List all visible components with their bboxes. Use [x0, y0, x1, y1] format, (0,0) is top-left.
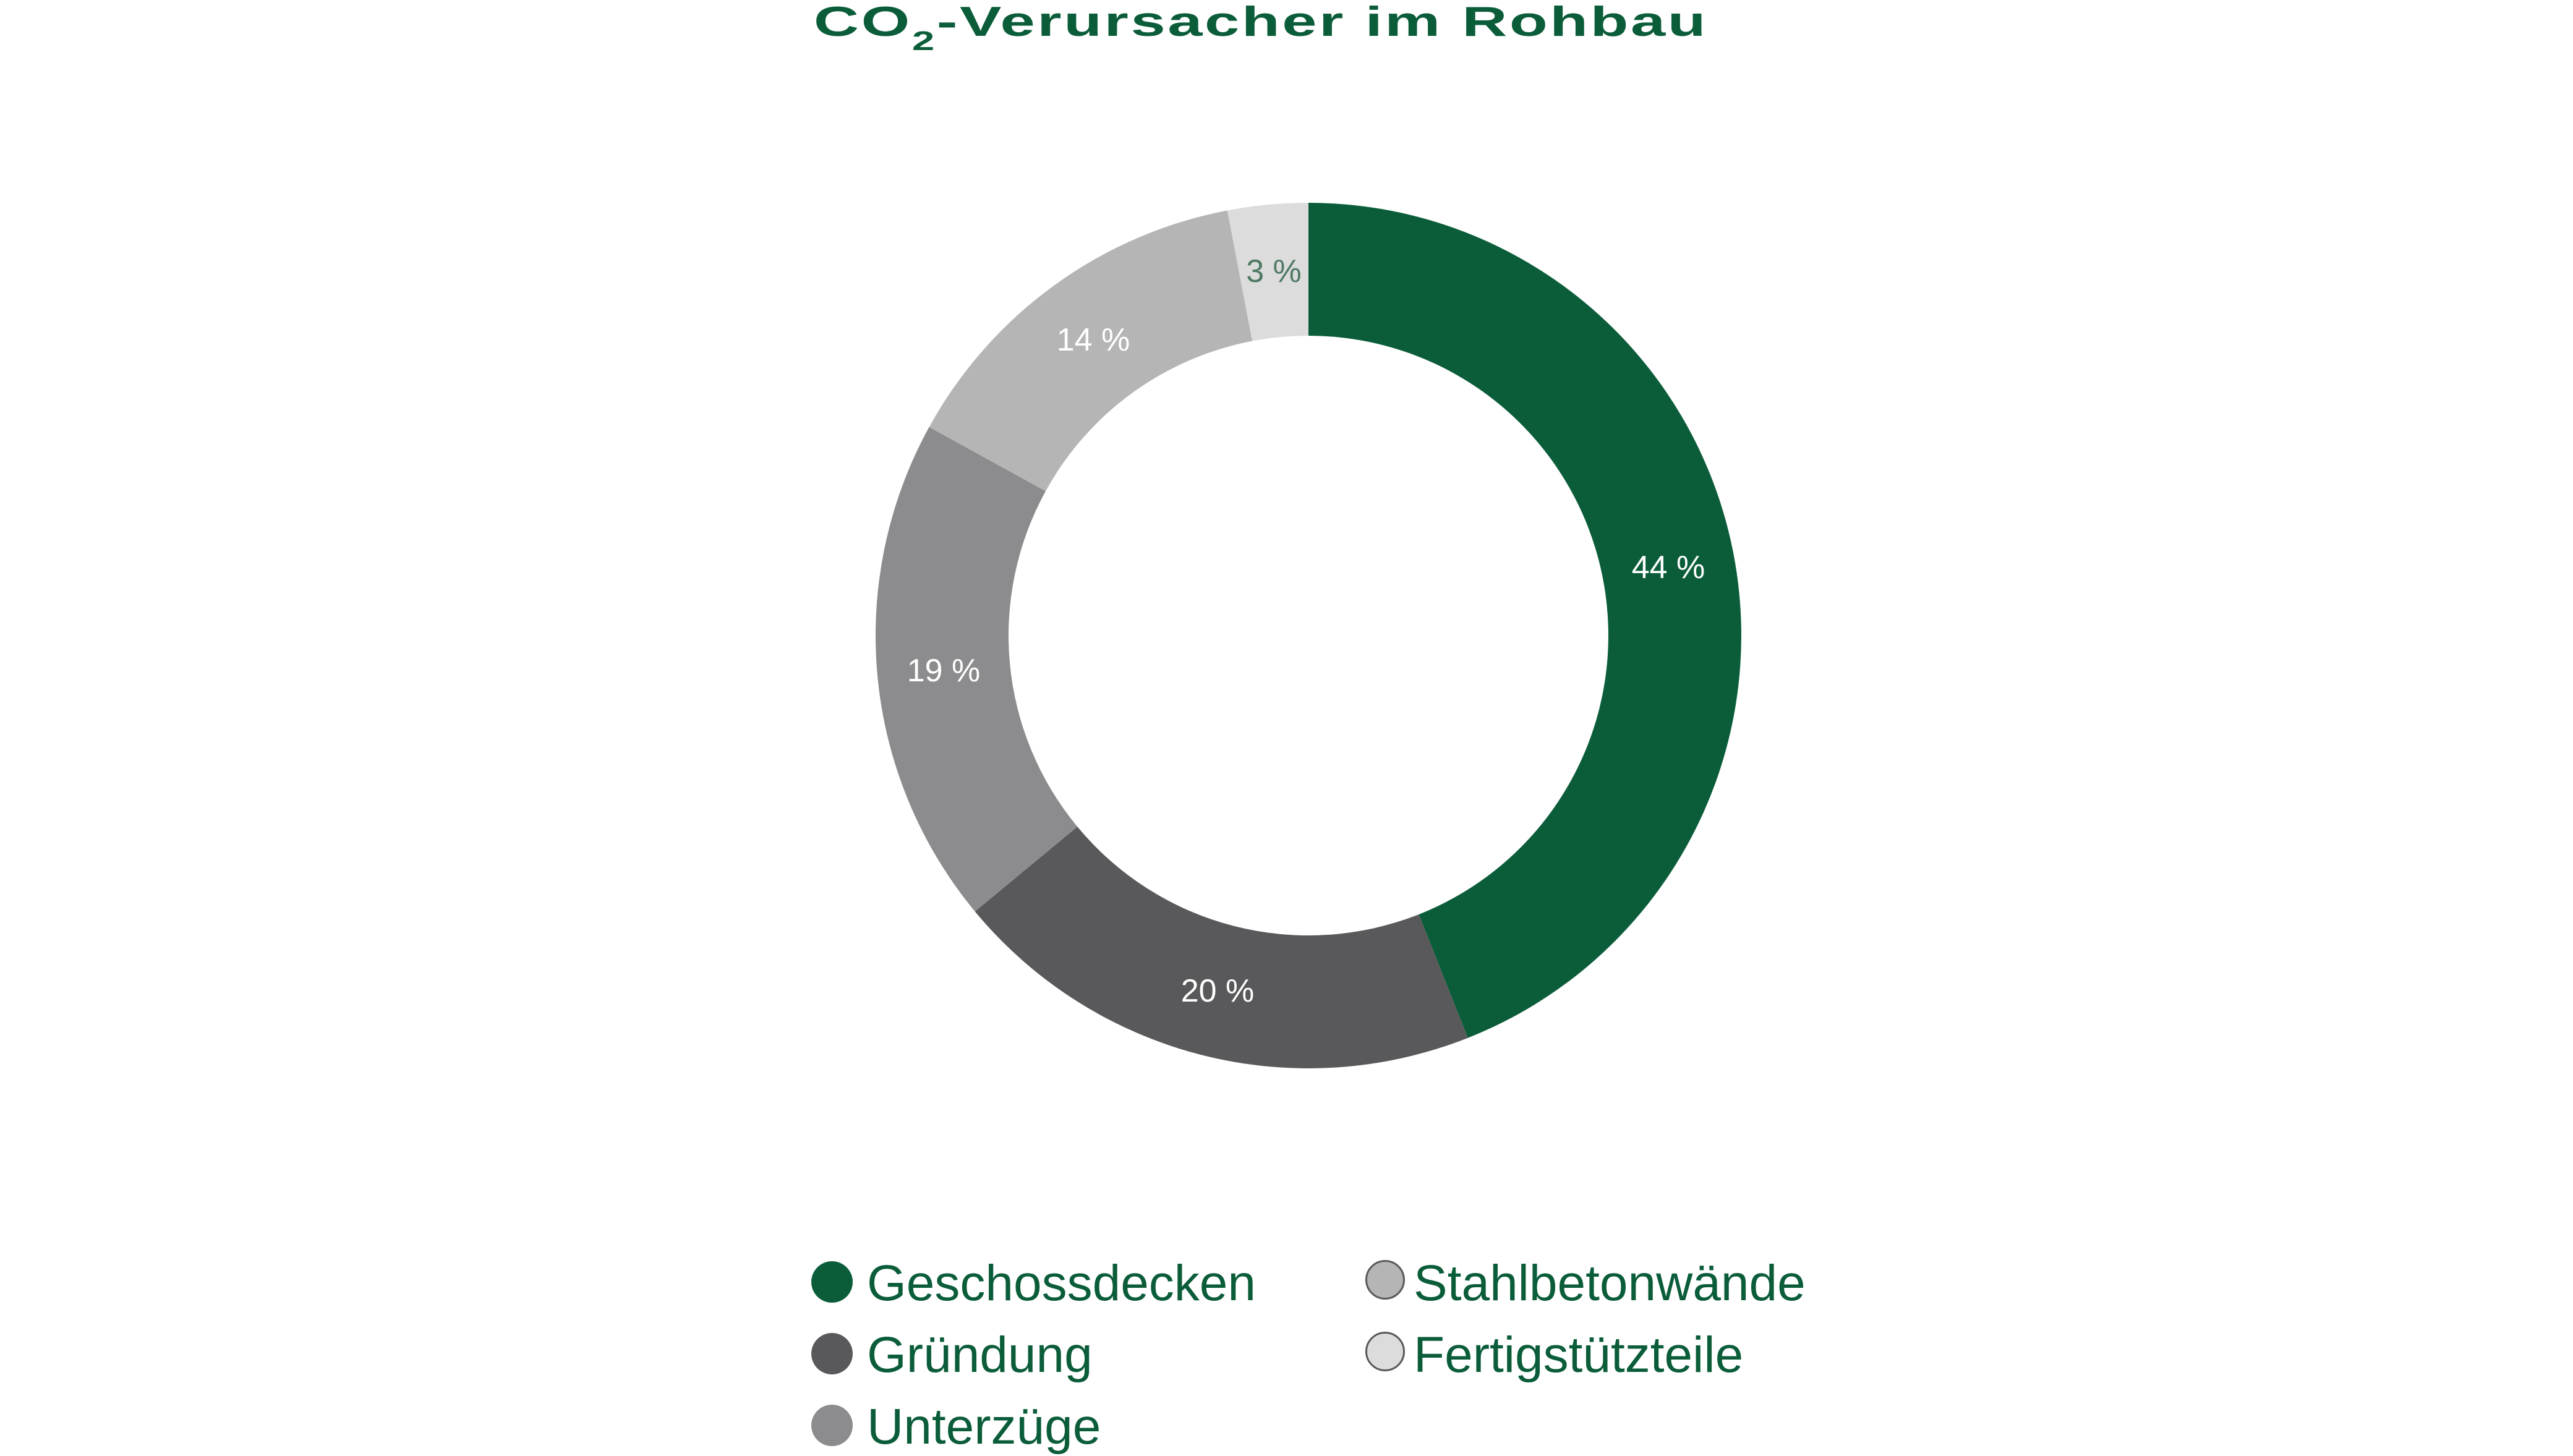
svg-text:19 %: 19 %	[907, 653, 981, 689]
svg-text:20 %: 20 %	[1181, 973, 1255, 1009]
svg-text:14 %: 14 %	[1057, 322, 1130, 358]
svg-text:44 %: 44 %	[1632, 550, 1705, 585]
svg-text:3 %: 3 %	[1246, 253, 1302, 289]
